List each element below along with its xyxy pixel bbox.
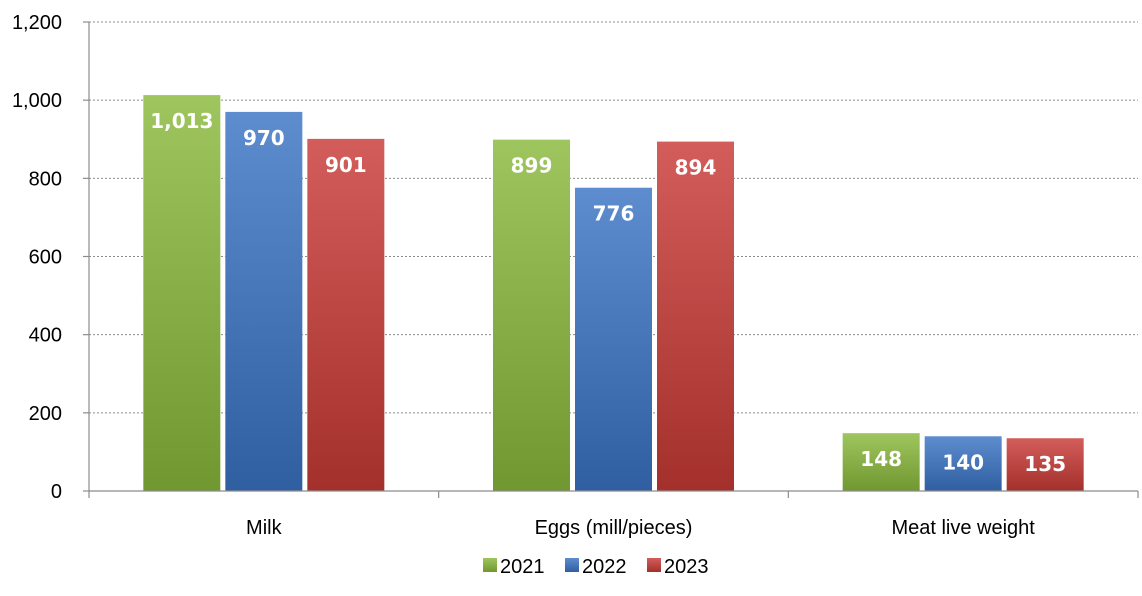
y-tick-label: 200 bbox=[29, 403, 62, 425]
bar-2022-1 bbox=[575, 188, 652, 491]
data-label: 899 bbox=[511, 154, 553, 178]
legend-label-2021: 2021 bbox=[500, 556, 545, 578]
y-tick-label: 1,200 bbox=[12, 12, 62, 34]
data-label: 140 bbox=[942, 450, 984, 474]
legend-label-2023: 2023 bbox=[664, 556, 709, 578]
bar-2021-0 bbox=[143, 95, 220, 491]
data-label: 894 bbox=[675, 156, 717, 180]
legend: 2021 2022 2023 bbox=[483, 556, 709, 578]
bar-2022-0 bbox=[225, 112, 302, 491]
bar-2023-1 bbox=[657, 142, 734, 491]
data-label: 776 bbox=[593, 202, 635, 226]
data-label: 135 bbox=[1024, 452, 1066, 476]
legend-swatch-2022 bbox=[565, 558, 579, 572]
x-category-label: Eggs (mill/pieces) bbox=[535, 517, 693, 539]
legend-label-2022: 2022 bbox=[582, 556, 627, 578]
y-tick-label: 800 bbox=[29, 168, 62, 190]
data-label: 1,013 bbox=[150, 109, 213, 133]
legend-swatch-2023 bbox=[647, 558, 661, 572]
bar-2021-1 bbox=[493, 140, 570, 491]
bar-2023-0 bbox=[307, 139, 384, 491]
y-tick-label: 1,000 bbox=[12, 90, 62, 112]
y-tick-label: 600 bbox=[29, 247, 62, 269]
data-label: 148 bbox=[860, 447, 902, 471]
x-category-label: Milk bbox=[246, 517, 283, 539]
bars bbox=[143, 95, 1083, 491]
data-label: 901 bbox=[325, 153, 367, 177]
legend-swatch-2021 bbox=[483, 558, 497, 572]
y-tick-label: 400 bbox=[29, 325, 62, 347]
data-label: 970 bbox=[243, 126, 285, 150]
x-category-label: Meat live weight bbox=[891, 517, 1035, 539]
y-tick-label: 0 bbox=[51, 481, 62, 503]
